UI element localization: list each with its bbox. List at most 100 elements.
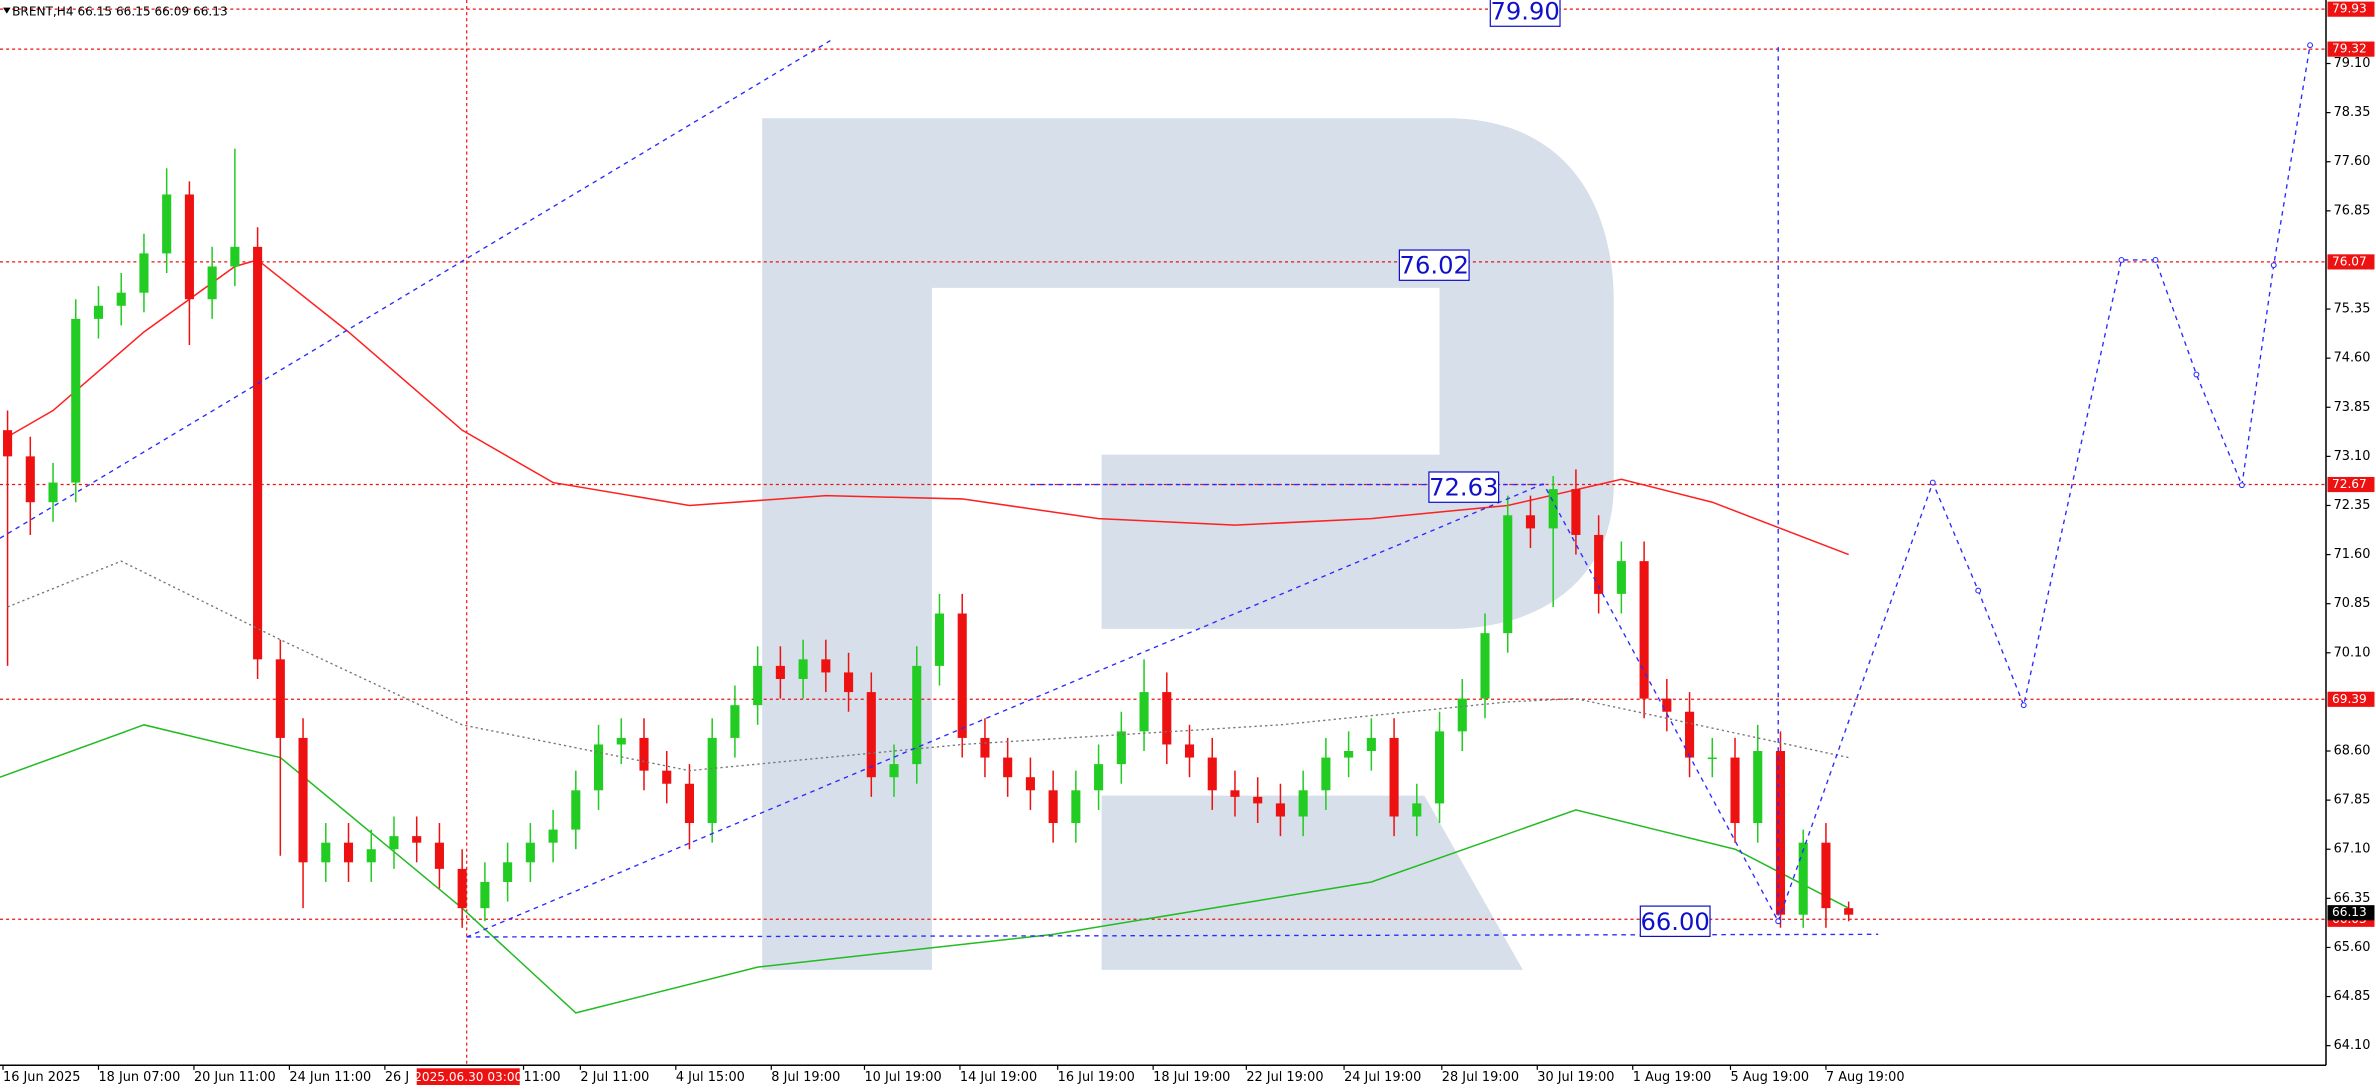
- x-tick-label: 11:00: [524, 1070, 561, 1085]
- candle-body: [253, 246, 263, 660]
- last-price-label: 66.13: [2332, 905, 2367, 919]
- y-tick-label: 68.60: [2334, 744, 2371, 759]
- candle-body: [957, 613, 967, 738]
- y-tick-label: 74.60: [2334, 351, 2371, 366]
- level-tag: [2327, 41, 2375, 57]
- line-series: [1777, 45, 2311, 922]
- candle-body: [116, 292, 126, 306]
- candle-body: [775, 665, 785, 679]
- x-tick-label: 2 Jul 11:00: [580, 1070, 649, 1085]
- candle-body: [1298, 790, 1308, 817]
- y-tick-label: 65.60: [2334, 940, 2371, 955]
- candle-body: [1094, 764, 1104, 791]
- forecast-point: [2270, 262, 2277, 269]
- annotation-label: 79.90: [1490, 0, 1559, 26]
- x-tick-label: 30 Jul 19:00: [1537, 1070, 1614, 1085]
- watermark-leg: [1101, 795, 1523, 970]
- level-label: 76.07: [2332, 254, 2367, 268]
- candle-body: [821, 659, 831, 673]
- x-tick-label: 5 Aug 19:00: [1730, 1070, 1809, 1085]
- candle-body: [1321, 757, 1331, 791]
- forecast-point: [1975, 587, 1982, 594]
- candle-body: [1798, 842, 1808, 915]
- candle-body: [912, 665, 922, 765]
- candle-body: [48, 482, 58, 503]
- line-series: [7, 560, 1849, 772]
- candle-body: [1207, 757, 1217, 791]
- y-tick-label: 67.85: [2334, 793, 2371, 808]
- candle-body: [480, 881, 490, 909]
- x-tick-label: 18 Jul 19:00: [1153, 1070, 1230, 1085]
- candle-body: [525, 842, 535, 863]
- x-tick-label: 4 Jul 15:00: [676, 1070, 745, 1085]
- y-tick-label: 75.35: [2334, 302, 2371, 317]
- forecast-point: [2193, 371, 2200, 378]
- candle-body: [298, 737, 308, 863]
- candle-body: [1548, 489, 1558, 529]
- candle-body: [571, 790, 581, 830]
- line-series: [0, 40, 831, 539]
- candle-body: [1139, 692, 1149, 732]
- candle-body: [1275, 803, 1285, 817]
- y-tick-label: 71.60: [2334, 547, 2371, 562]
- candle-body: [1775, 751, 1786, 915]
- candle-body: [730, 705, 740, 738]
- candle-body: [457, 868, 467, 909]
- candle-body: [1616, 561, 1626, 594]
- candle-body: [71, 318, 81, 483]
- candle-body: [889, 764, 899, 778]
- candle-body: [184, 194, 194, 300]
- candle-body: [1639, 561, 1649, 699]
- y-tick-label: 72.35: [2334, 498, 2371, 513]
- candle-body: [980, 737, 990, 758]
- candle-body: [1503, 515, 1513, 634]
- x-tick-label: 24 Jul 19:00: [1344, 1070, 1421, 1085]
- candle-body: [434, 842, 444, 869]
- annotation-box: [1398, 249, 1470, 281]
- forecast-point: [2020, 702, 2027, 709]
- candle-body: [707, 737, 717, 824]
- candle-body: [139, 253, 149, 293]
- x-tick-label: 20 Jun 11:00: [194, 1070, 276, 1085]
- candle-body: [1344, 751, 1354, 758]
- forecast-point: [2238, 482, 2245, 489]
- candle-body: [1707, 757, 1717, 760]
- y-tick-label: 78.35: [2334, 105, 2371, 120]
- x-tick-label: 14 Jul 19:00: [960, 1070, 1037, 1085]
- candle-body: [1366, 737, 1376, 752]
- level-label: 72.67: [2332, 477, 2367, 491]
- y-tick-label: 73.85: [2334, 400, 2371, 415]
- x-tick-label: 16 Jul 19:00: [1058, 1070, 1135, 1085]
- x-tick-label: 28 Jul 19:00: [1442, 1070, 1519, 1085]
- candle-body: [207, 266, 217, 300]
- candle-body: [684, 783, 695, 824]
- candle-body: [1116, 731, 1126, 765]
- forecast-point: [2152, 256, 2159, 263]
- candle-body: [844, 672, 854, 693]
- candle-body: [1753, 751, 1763, 824]
- candle-body: [3, 430, 13, 457]
- y-tick-label: 70.85: [2334, 596, 2371, 611]
- y-tick-label: 76.85: [2334, 203, 2371, 218]
- x-tick-label: 26 J: [385, 1070, 409, 1085]
- candle-body: [1821, 842, 1831, 909]
- forecast-point: [1775, 918, 1782, 925]
- candle-body: [1571, 489, 1581, 535]
- x-tick-label: 10 Jul 19:00: [864, 1070, 941, 1085]
- level-tag: [2327, 254, 2375, 270]
- y-tick-label: 73.10: [2334, 449, 2371, 464]
- candle-body: [753, 665, 763, 706]
- overlay-front: 79.90 76.02 72.63 66.00: [0, 0, 2314, 938]
- candle-body: [1594, 534, 1604, 594]
- candle-body: [1662, 698, 1672, 712]
- y-tick-label: 79.10: [2334, 56, 2371, 71]
- forecast-point: [2307, 42, 2314, 49]
- annotation-label: 76.02: [1400, 251, 1469, 280]
- level-label: 79.32: [2332, 42, 2367, 56]
- candle-body: [1457, 698, 1467, 732]
- forecast-point: [1929, 479, 1936, 486]
- chart-title: BRENT,H4 66.15 66.15 66.09 66.13: [12, 5, 228, 19]
- annotation-box: [1428, 471, 1500, 503]
